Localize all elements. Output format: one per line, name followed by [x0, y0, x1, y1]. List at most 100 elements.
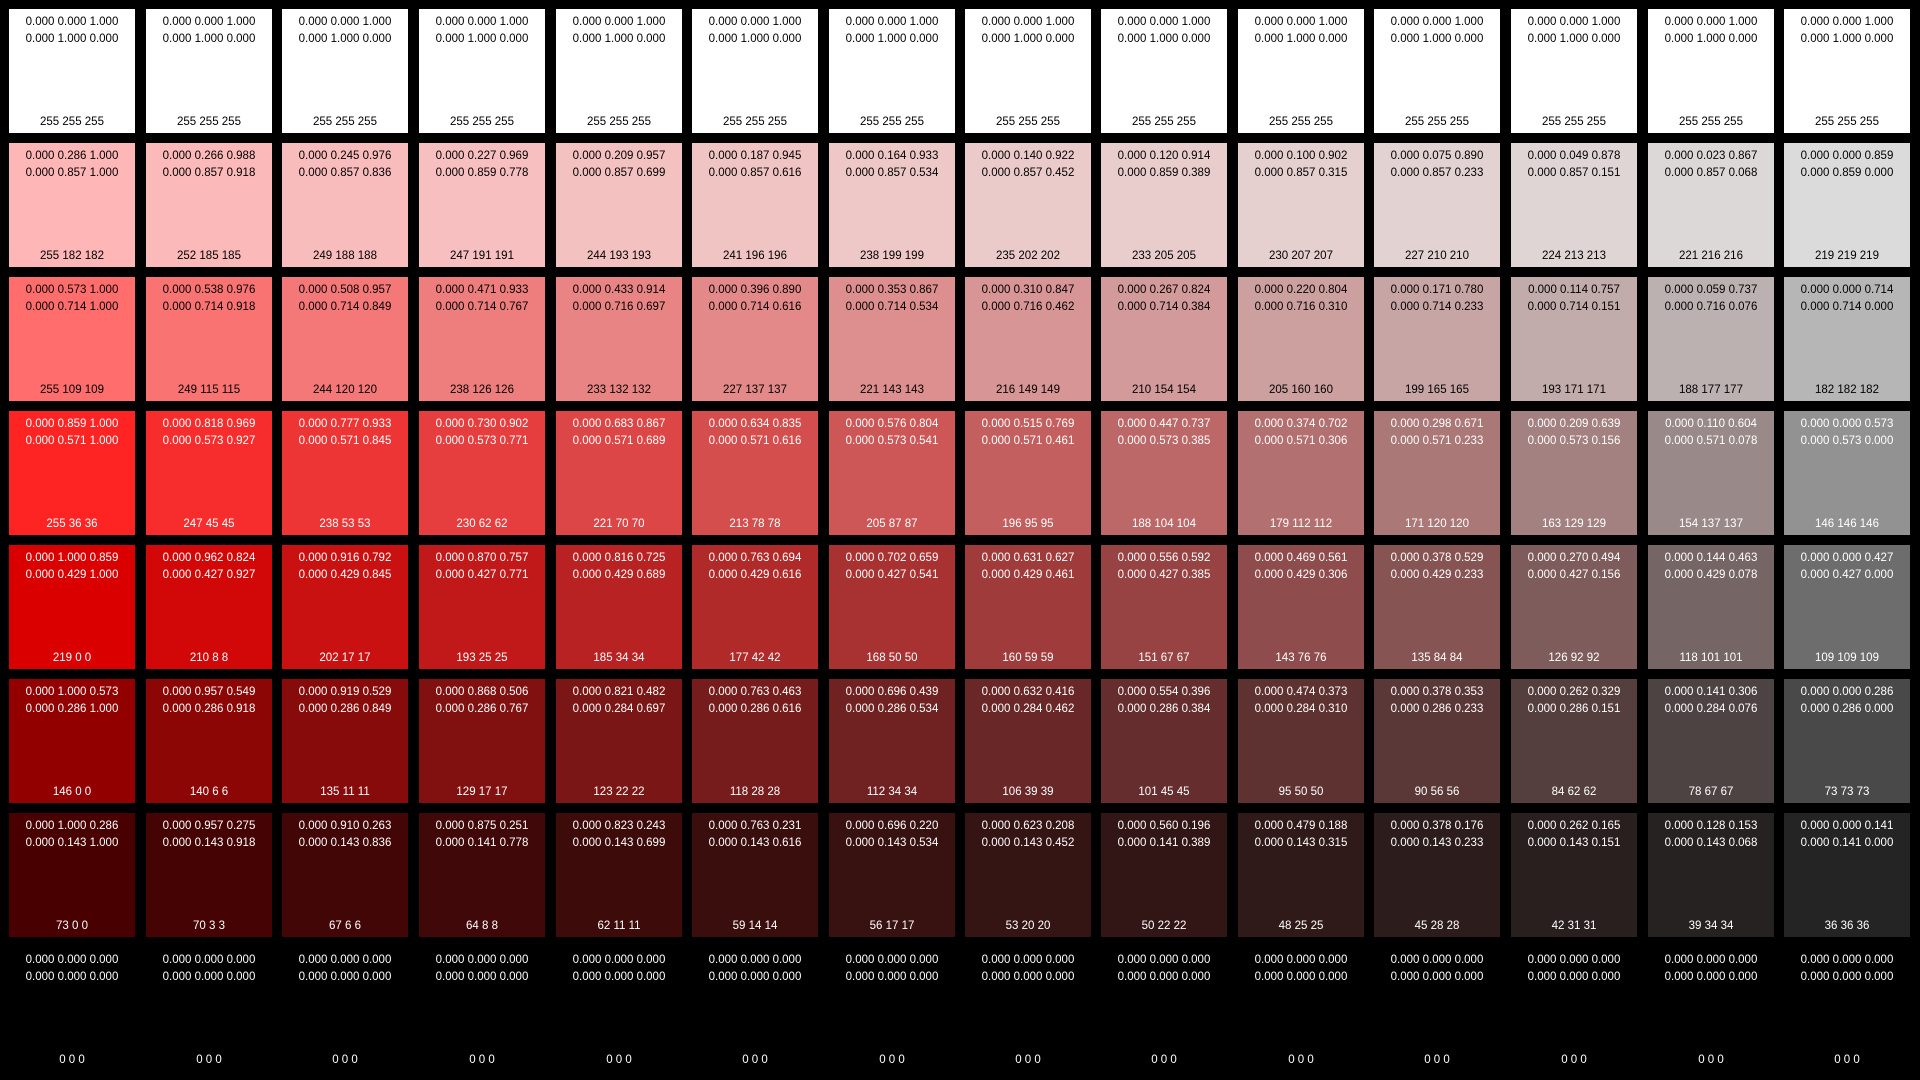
swatch-value-line1: 0.000 0.000 0.000 [1800, 954, 1894, 966]
color-swatch: 0.000 0.696 0.439 0.000 0.286 0.534 112 34… [829, 679, 955, 803]
swatch-value-line2: 0.000 0.857 0.068 [1664, 167, 1758, 179]
swatch-value-line1: 0.000 0.000 0.000 [1664, 954, 1758, 966]
swatch-value-line1: 0.000 0.910 0.263 [298, 820, 392, 832]
swatch-rgb-label: 59 14 14 [732, 920, 778, 932]
swatch-rgb-label: 0 0 0 [1834, 1054, 1860, 1066]
swatch-rgb-label: 221 143 143 [860, 384, 924, 396]
swatch-rgb-label: 247 191 191 [450, 250, 514, 262]
swatch-value-line1: 0.000 0.696 0.220 [845, 820, 939, 832]
swatch-rgb-label: 255 255 255 [1132, 116, 1196, 128]
swatch-rgb-label: 0 0 0 [742, 1054, 768, 1066]
color-swatch: 0.000 0.128 0.153 0.000 0.143 0.068 39 34 … [1648, 813, 1774, 937]
swatch-rgb-label: 0 0 0 [332, 1054, 358, 1066]
color-swatch: 0.000 0.000 0.000 0.000 0.000 0.000 0 0 0 [965, 947, 1091, 1071]
swatch-value-line2: 0.000 0.573 0.927 [162, 435, 256, 447]
swatch-rgb-label: 48 25 25 [1278, 920, 1324, 932]
swatch-value-line2: 0.000 1.000 0.000 [162, 33, 256, 45]
color-swatch: 0.000 0.702 0.659 0.000 0.427 0.541 168 50… [829, 545, 955, 669]
swatch-rgb-label: 179 112 112 [1269, 518, 1333, 530]
swatch-rgb-label: 62 11 11 [597, 920, 641, 932]
color-swatch: 0.000 0.000 1.000 0.000 1.000 0.000 255 25… [965, 9, 1091, 133]
color-swatch: 0.000 0.000 0.859 0.000 0.859 0.000 219 21… [1784, 143, 1910, 267]
swatch-rgb-label: 0 0 0 [606, 1054, 632, 1066]
color-swatch: 0.000 0.000 0.286 0.000 0.286 0.000 73 73 … [1784, 679, 1910, 803]
swatch-value-line1: 0.000 0.128 0.153 [1664, 820, 1758, 832]
swatch-value-line2: 0.000 0.286 0.000 [1800, 703, 1894, 715]
color-swatch: 0.000 0.378 0.529 0.000 0.429 0.233 135 84… [1374, 545, 1500, 669]
swatch-value-line1: 0.000 0.141 0.306 [1664, 686, 1758, 698]
swatch-value-line2: 0.000 0.429 0.306 [1254, 569, 1348, 581]
swatch-value-line1: 0.000 0.059 0.737 [1664, 284, 1758, 296]
color-swatch: 0.000 0.868 0.506 0.000 0.286 0.767 129 17… [419, 679, 545, 803]
swatch-value-line1: 0.000 0.209 0.957 [572, 150, 666, 162]
color-swatch: 0.000 0.479 0.188 0.000 0.143 0.315 48 25 … [1238, 813, 1364, 937]
swatch-value-line1: 0.000 0.000 0.000 [435, 954, 529, 966]
swatch-value-line2: 0.000 0.714 0.384 [1117, 301, 1211, 313]
color-swatch: 0.000 0.000 0.427 0.000 0.427 0.000 109 10… [1784, 545, 1910, 669]
swatch-value-line1: 0.000 0.702 0.659 [845, 552, 939, 564]
swatch-value-line2: 0.000 0.000 0.000 [25, 971, 119, 983]
color-swatch: 0.000 0.957 0.275 0.000 0.143 0.918 70 3 3 [146, 813, 272, 937]
swatch-value-line1: 0.000 0.000 1.000 [162, 16, 256, 28]
swatch-value-line1: 0.000 0.515 0.769 [981, 418, 1075, 430]
swatch-rgb-label: 227 210 210 [1405, 250, 1469, 262]
color-swatch: 0.000 0.262 0.329 0.000 0.286 0.151 84 62 … [1511, 679, 1637, 803]
swatch-rgb-label: 135 84 84 [1411, 652, 1463, 664]
swatch-value-line1: 0.000 0.049 0.878 [1527, 150, 1621, 162]
swatch-value-line2: 0.000 0.571 1.000 [25, 435, 119, 447]
swatch-value-line2: 0.000 0.143 0.068 [1664, 837, 1758, 849]
swatch-value-line1: 0.000 0.469 0.561 [1254, 552, 1348, 564]
swatch-rgb-label: 154 137 137 [1679, 518, 1743, 530]
color-swatch: 0.000 0.000 0.000 0.000 0.000 0.000 0 0 0 [829, 947, 955, 1071]
swatch-value-line2: 0.000 0.573 0.541 [845, 435, 939, 447]
swatch-rgb-label: 0 0 0 [1015, 1054, 1041, 1066]
swatch-rgb-label: 230 62 62 [456, 518, 508, 530]
swatch-value-line2: 0.000 0.859 0.389 [1117, 167, 1211, 179]
color-swatch: 0.000 0.471 0.933 0.000 0.714 0.767 238 12… [419, 277, 545, 401]
swatch-rgb-label: 255 109 109 [40, 384, 104, 396]
swatch-rgb-label: 109 109 109 [1815, 652, 1879, 664]
swatch-value-line2: 0.000 0.429 0.233 [1390, 569, 1484, 581]
swatch-value-line2: 0.000 0.859 0.778 [435, 167, 529, 179]
swatch-value-line2: 0.000 0.143 0.233 [1390, 837, 1484, 849]
color-swatch: 0.000 0.000 1.000 0.000 1.000 0.000 255 25… [692, 9, 818, 133]
swatch-value-line2: 0.000 1.000 0.000 [298, 33, 392, 45]
swatch-value-line2: 0.000 0.857 0.836 [298, 167, 392, 179]
swatch-value-line2: 0.000 0.571 0.233 [1390, 435, 1484, 447]
color-swatch: 0.000 0.962 0.824 0.000 0.427 0.927 210 8 … [146, 545, 272, 669]
swatch-value-line1: 0.000 0.000 1.000 [981, 16, 1075, 28]
swatch-value-line2: 0.000 0.857 0.233 [1390, 167, 1484, 179]
color-swatch: 0.000 0.144 0.463 0.000 0.429 0.078 118 10… [1648, 545, 1774, 669]
swatch-value-line1: 0.000 0.000 0.573 [1800, 418, 1894, 430]
swatch-rgb-label: 221 216 216 [1679, 250, 1743, 262]
color-swatch: 0.000 1.000 0.286 0.000 0.143 1.000 73 0 0 [9, 813, 135, 937]
swatch-rgb-label: 101 45 45 [1138, 786, 1190, 798]
swatch-rgb-label: 67 6 6 [329, 920, 361, 932]
swatch-value-line2: 0.000 0.286 0.534 [845, 703, 939, 715]
swatch-value-line1: 0.000 0.187 0.945 [708, 150, 802, 162]
swatch-value-line2: 0.000 0.714 1.000 [25, 301, 119, 313]
swatch-rgb-label: 247 45 45 [183, 518, 235, 530]
color-swatch: 0.000 1.000 0.573 0.000 0.286 1.000 146 0 … [9, 679, 135, 803]
color-swatch: 0.000 0.875 0.251 0.000 0.141 0.778 64 8 8 [419, 813, 545, 937]
swatch-rgb-label: 78 67 67 [1688, 786, 1734, 798]
swatch-rgb-label: 0 0 0 [1424, 1054, 1450, 1066]
swatch-value-line2: 0.000 1.000 0.000 [1390, 33, 1484, 45]
swatch-rgb-label: 219 219 219 [1815, 250, 1879, 262]
color-swatch: 0.000 0.049 0.878 0.000 0.857 0.151 224 21… [1511, 143, 1637, 267]
swatch-value-line1: 0.000 0.471 0.933 [435, 284, 529, 296]
swatch-value-line2: 0.000 0.143 0.918 [162, 837, 256, 849]
color-swatch: 0.000 0.957 0.549 0.000 0.286 0.918 140 6 … [146, 679, 272, 803]
swatch-rgb-label: 235 202 202 [996, 250, 1060, 262]
swatch-rgb-label: 182 182 182 [1815, 384, 1879, 396]
swatch-value-line2: 0.000 1.000 0.000 [708, 33, 802, 45]
swatch-rgb-label: 255 255 255 [723, 116, 787, 128]
color-swatch: 0.000 0.696 0.220 0.000 0.143 0.534 56 17 … [829, 813, 955, 937]
color-swatch: 0.000 0.000 1.000 0.000 1.000 0.000 255 25… [146, 9, 272, 133]
color-swatch: 0.000 0.554 0.396 0.000 0.286 0.384 101 45… [1101, 679, 1227, 803]
swatch-value-line2: 0.000 0.284 0.076 [1664, 703, 1758, 715]
swatch-rgb-label: 202 17 17 [319, 652, 371, 664]
swatch-rgb-label: 95 50 50 [1278, 786, 1324, 798]
swatch-rgb-label: 205 87 87 [866, 518, 918, 530]
swatch-value-line1: 0.000 0.209 0.639 [1527, 418, 1621, 430]
